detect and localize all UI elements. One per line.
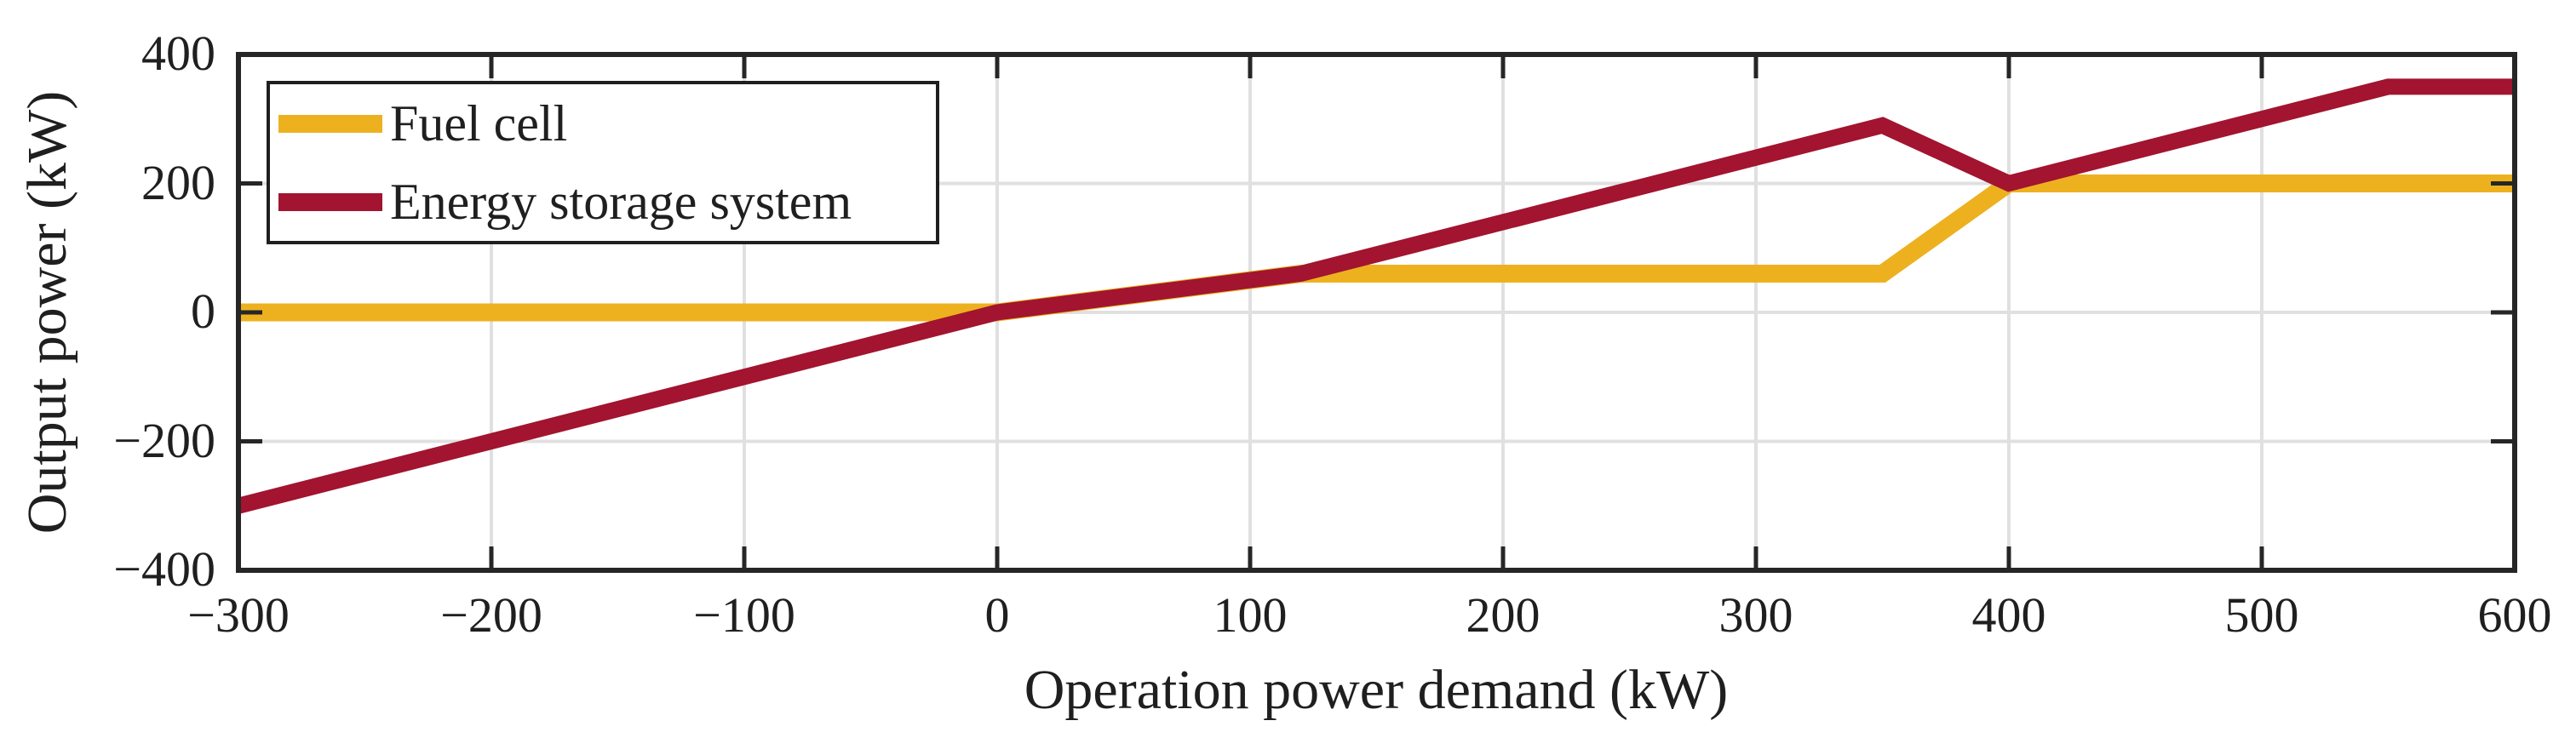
legend-entry-fuel-cell: Fuel cell <box>278 84 936 163</box>
energy-storage-system-line-swatch <box>278 192 382 211</box>
legend-label-energy-storage-system: Energy storage system <box>390 174 852 230</box>
y-tick-label: −400 <box>113 541 215 597</box>
fuel-cell-line-swatch <box>278 114 382 133</box>
x-tick-label: −300 <box>187 587 290 643</box>
x-tick-label: 100 <box>1213 587 1288 643</box>
x-axis-label: Operation power demand (kW) <box>1024 659 1729 721</box>
x-tick-label: −100 <box>693 587 795 643</box>
series-line-energy-storage-system <box>236 78 2515 514</box>
x-tick-label: 400 <box>1971 587 2046 643</box>
legend-label-fuel-cell: Fuel cell <box>390 95 568 152</box>
y-tick-label: 400 <box>141 25 215 81</box>
y-tick-label: 200 <box>141 154 215 210</box>
x-tick-label: 600 <box>2477 587 2552 643</box>
x-tick-label: 0 <box>984 587 1010 643</box>
y-tick-label: −200 <box>113 412 215 468</box>
x-tick-label: 500 <box>2224 587 2299 643</box>
y-tick-label: 0 <box>191 283 215 339</box>
x-tick-label: 300 <box>1718 587 1793 643</box>
legend-box: Fuel cell Energy storage system <box>267 81 939 244</box>
x-tick-label: 200 <box>1466 587 1540 643</box>
series-line-fuel-cell <box>238 174 2515 322</box>
x-tick-label: −200 <box>440 587 542 643</box>
legend-entry-energy-storage-system: Energy storage system <box>278 163 936 241</box>
y-axis-label: Output power (kW) <box>16 90 78 535</box>
